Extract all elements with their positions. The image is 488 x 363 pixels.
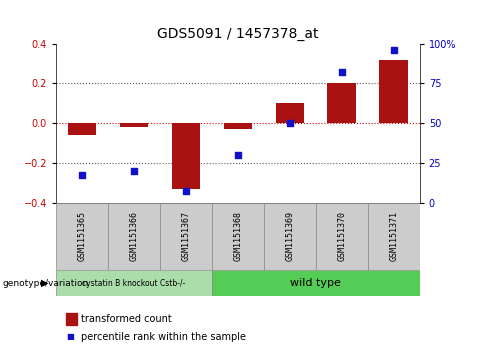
Bar xyxy=(264,203,316,270)
Text: GSM1151370: GSM1151370 xyxy=(337,211,346,261)
Point xyxy=(338,69,346,75)
Bar xyxy=(56,270,212,296)
Bar xyxy=(276,103,304,123)
Bar xyxy=(56,203,108,270)
Text: ■: ■ xyxy=(66,332,74,341)
Text: GSM1151371: GSM1151371 xyxy=(389,211,398,261)
Point xyxy=(234,152,242,158)
Bar xyxy=(120,123,148,127)
Text: GSM1151369: GSM1151369 xyxy=(285,211,294,261)
Bar xyxy=(160,203,212,270)
Bar xyxy=(212,203,264,270)
Point xyxy=(78,172,86,178)
Text: ▶: ▶ xyxy=(41,278,49,288)
Point xyxy=(390,47,398,53)
Text: GSM1151368: GSM1151368 xyxy=(233,211,243,261)
Text: transformed count: transformed count xyxy=(81,314,171,324)
Bar xyxy=(68,123,96,135)
Title: GDS5091 / 1457378_at: GDS5091 / 1457378_at xyxy=(157,27,319,41)
Bar xyxy=(212,270,420,296)
Text: GSM1151365: GSM1151365 xyxy=(78,211,86,261)
Point xyxy=(130,168,138,174)
Text: GSM1151366: GSM1151366 xyxy=(129,211,139,261)
Bar xyxy=(316,203,368,270)
Bar xyxy=(368,203,420,270)
Bar xyxy=(327,83,356,123)
Point xyxy=(286,121,294,126)
Text: percentile rank within the sample: percentile rank within the sample xyxy=(81,331,245,342)
Text: GSM1151367: GSM1151367 xyxy=(182,211,190,261)
Text: genotype/variation: genotype/variation xyxy=(2,279,89,287)
Bar xyxy=(224,123,252,130)
Bar xyxy=(380,60,408,123)
Text: cystatin B knockout Cstb-/-: cystatin B knockout Cstb-/- xyxy=(82,279,186,287)
Bar xyxy=(172,123,200,189)
Bar xyxy=(108,203,160,270)
Point xyxy=(182,188,190,193)
Text: wild type: wild type xyxy=(290,278,341,288)
